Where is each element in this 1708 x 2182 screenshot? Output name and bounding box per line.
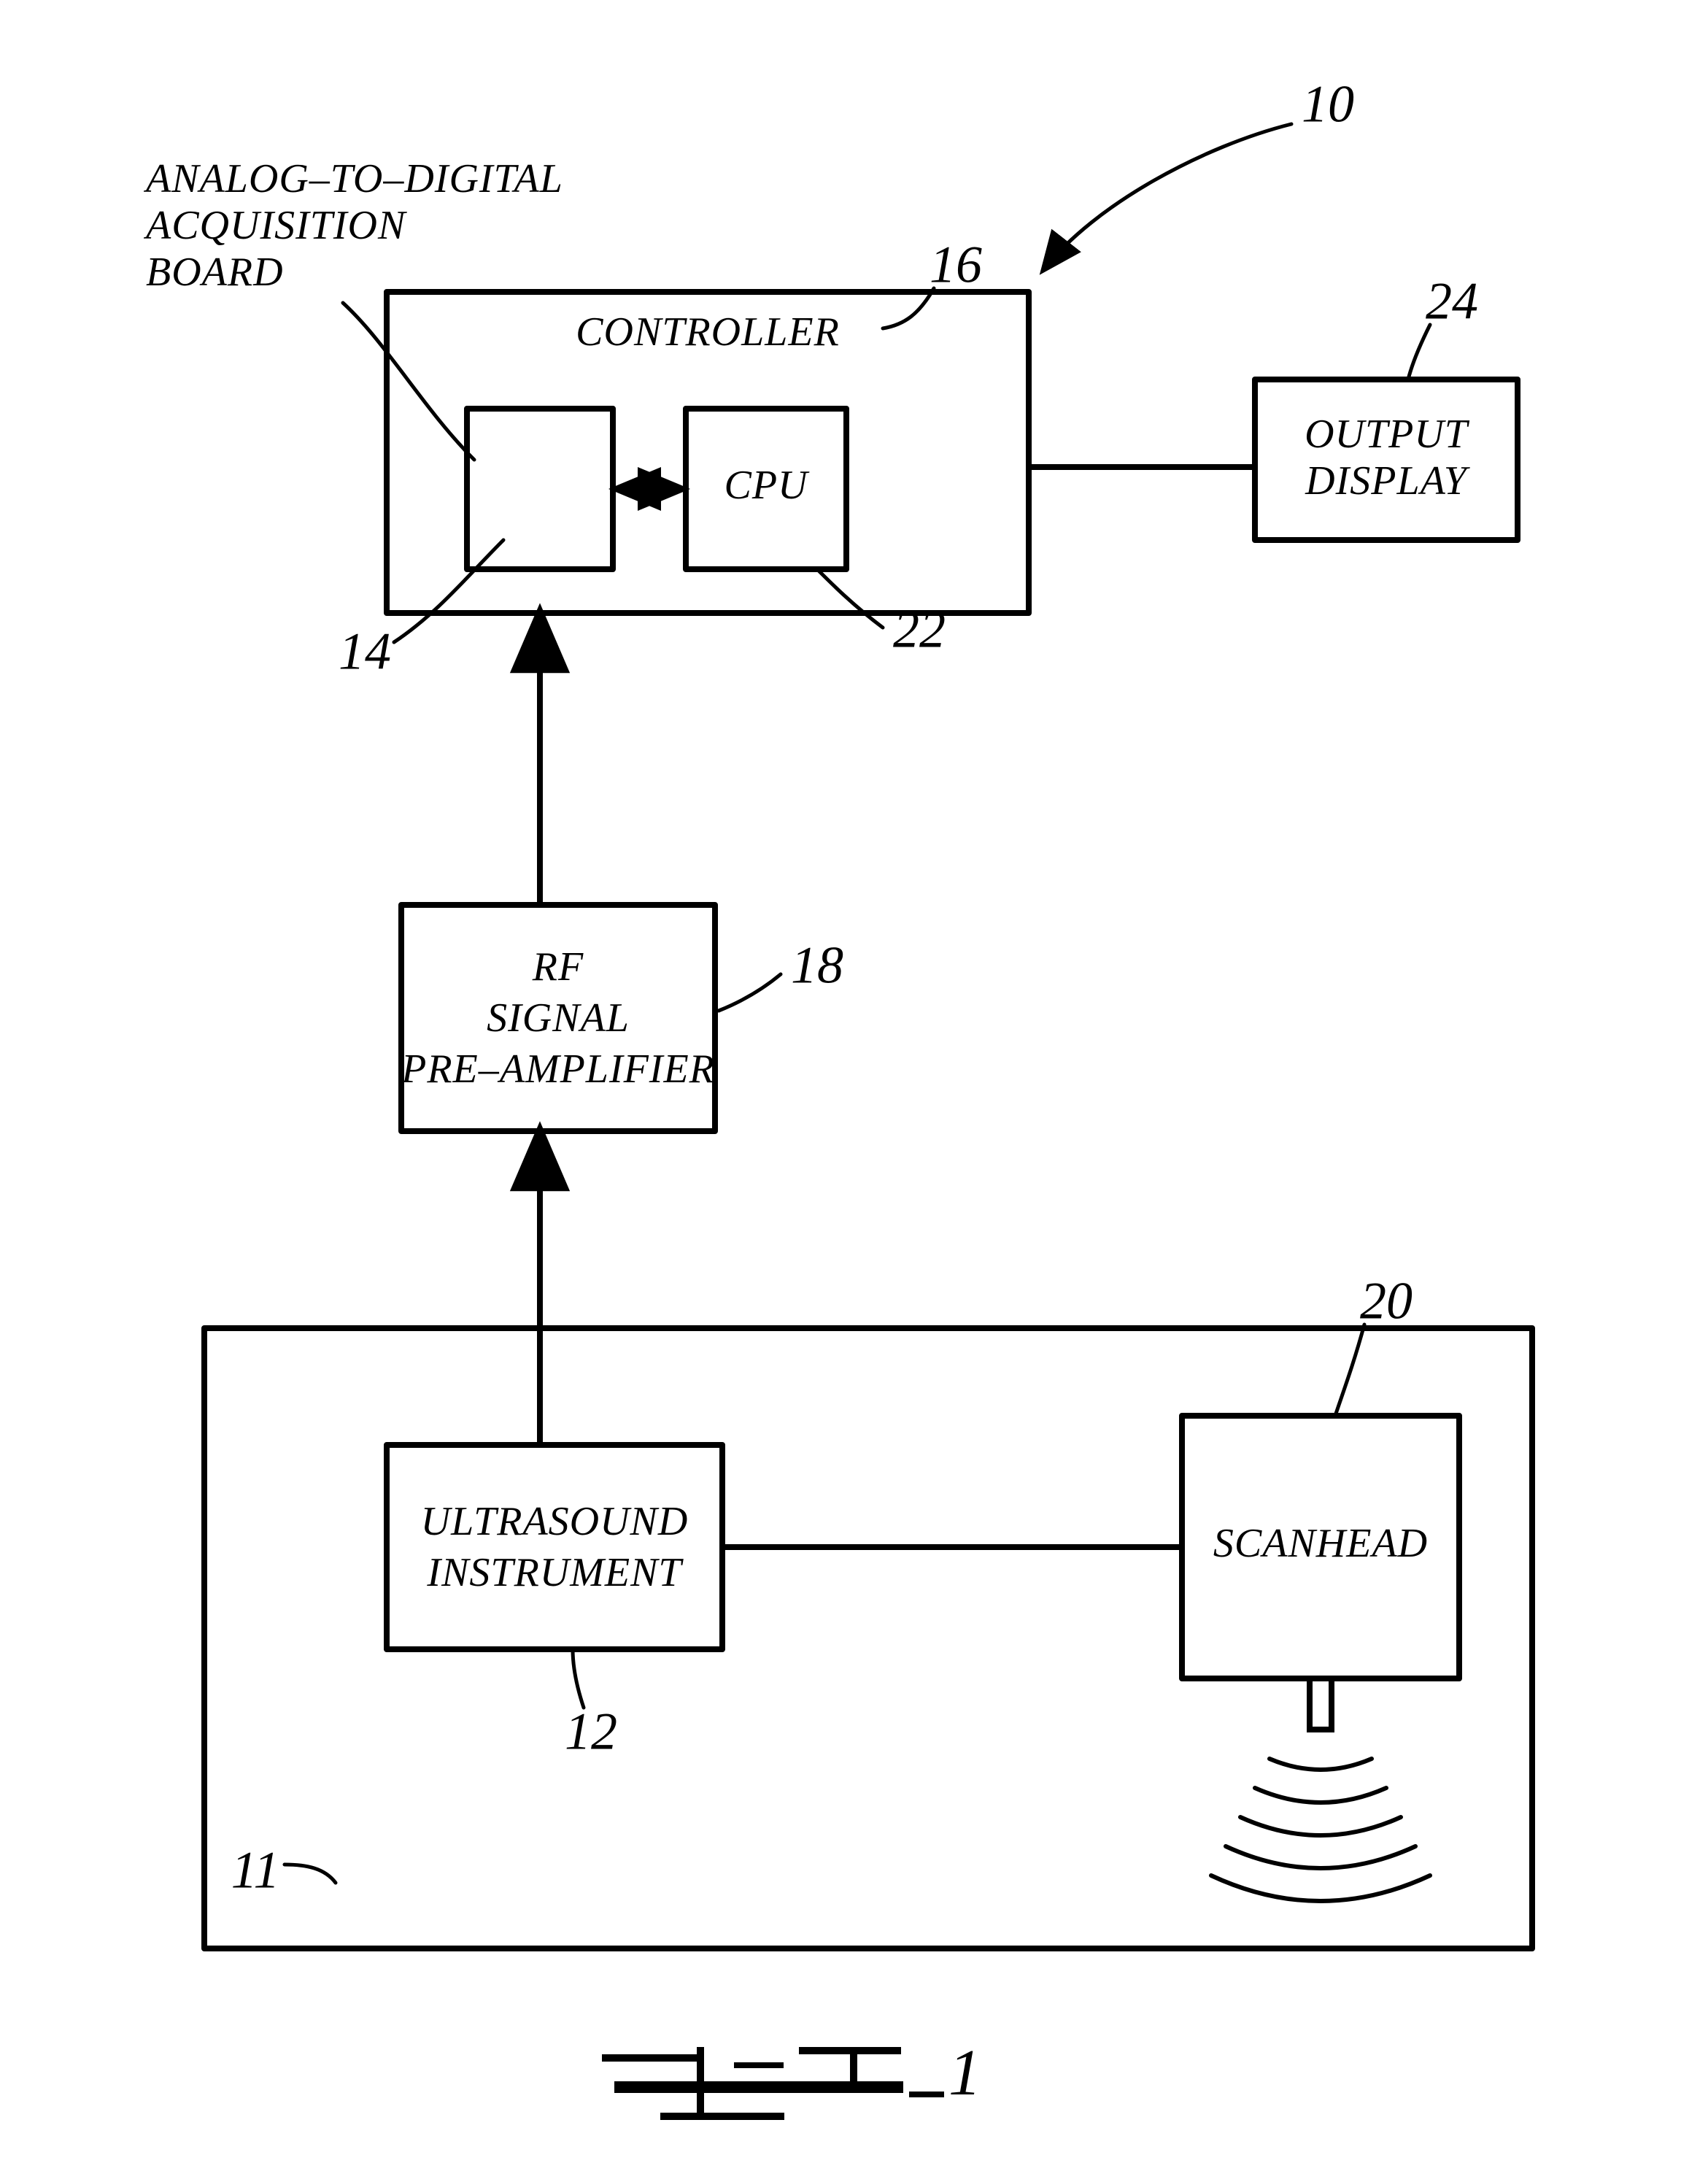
scanhead-wave-2 [1240,1817,1401,1835]
outer_enclosure-box [204,1328,1532,1948]
leader-l10 [1043,124,1291,270]
leader-l14 [394,540,503,642]
ultrasound_instr-box [387,1445,722,1649]
ref-10: 10 [1302,75,1354,134]
leader-l12 [573,1649,584,1708]
ref-18: 18 [791,936,843,995]
leader-ladc [343,303,474,460]
ref-11: 11 [231,1841,280,1900]
leader-l18 [719,974,781,1011]
controller-label: CONTROLLER [576,309,840,355]
leader-l24 [1408,325,1430,379]
scanhead-wave-0 [1270,1759,1372,1770]
ref-14: 14 [339,622,391,681]
adc-label: ANALOG–TO–DIGITALACQUISITIONBOARD [143,156,563,295]
cpu-label: CPU [724,463,811,508]
figure-number: 1 [948,2037,981,2109]
leader-l20 [1335,1325,1364,1416]
rf-preamp-label: RFSIGNALPRE–AMPLIFIER [401,944,715,1092]
scanhead-emitter-stem [1310,1678,1332,1730]
scanhead-wave-3 [1226,1846,1415,1868]
ref-16: 16 [930,236,982,294]
adc-box [467,409,613,569]
ref-20: 20 [1360,1272,1413,1330]
ultrasound-label: ULTRASOUNDINSTRUMENT [421,1499,689,1595]
leader-l22 [817,569,883,628]
leader-l11 [285,1865,336,1883]
scanhead-wave-1 [1255,1788,1386,1803]
ref-24: 24 [1426,272,1478,331]
ref-22: 22 [893,601,946,659]
ref-12: 12 [565,1703,617,1761]
scanhead-wave-4 [1211,1875,1430,1901]
scanhead-label: SCANHEAD [1213,1521,1428,1566]
output-display-label: OUTPUTDISPLAY [1305,412,1471,504]
